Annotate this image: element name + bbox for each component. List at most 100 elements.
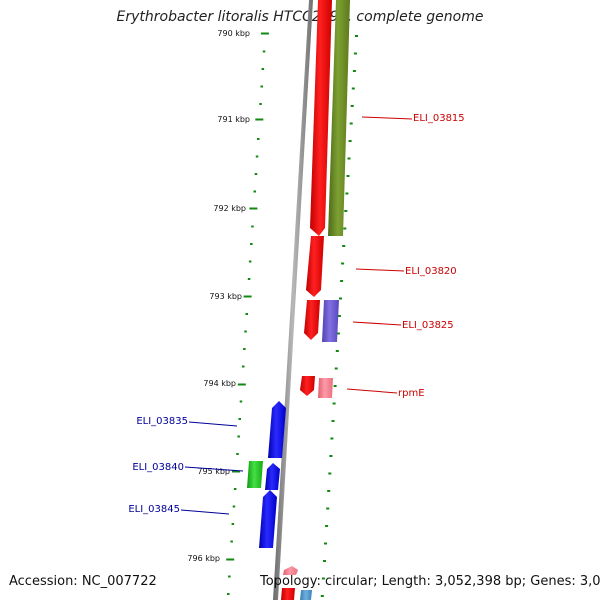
gene-arrow-red-a (304, 300, 320, 340)
tick-label-790: 790 kbp (217, 29, 250, 38)
minor-tick-right (355, 35, 358, 37)
tick-label-791: 791 kbp (217, 115, 250, 124)
gene-label-rpme[interactable]: rpmE (398, 388, 425, 399)
minor-tick-left (262, 50, 266, 53)
minor-tick-right (343, 227, 347, 230)
leader-eli03835 (188, 421, 238, 427)
minor-tick-left (227, 593, 230, 595)
minor-tick-right (351, 87, 355, 90)
minor-tick-right (329, 455, 333, 457)
leader-eli03825 (352, 321, 402, 326)
gene-arrow-green-eli03840 (247, 461, 263, 488)
minor-tick-left (236, 453, 239, 455)
topology-text: Topology: circular; Length: 3,052,398 bp… (260, 574, 600, 589)
minor-tick-right (342, 245, 346, 247)
tick-label-793: 793 kbp (209, 292, 242, 301)
gene-arrow-pink-bottom (283, 566, 298, 575)
minor-tick-left (233, 488, 237, 490)
minor-tick-right (335, 350, 339, 352)
minor-tick-left (239, 400, 243, 403)
map-title: Erythrobacter litoralis HTCC2594, comple… (116, 9, 484, 25)
leader-eli03815 (361, 116, 413, 120)
gene-arrow-blue-eli03835 (268, 401, 286, 458)
minor-tick-left (244, 330, 247, 333)
major-tick (260, 32, 269, 35)
minor-tick-right (328, 472, 332, 475)
minor-tick-right (349, 122, 353, 125)
gene-labels: ELI_03815 ELI_03820 ELI_03825 rpmE ELI_0… (128, 113, 464, 515)
tick-label-792: 792 kbp (213, 204, 246, 213)
minor-tick-left (242, 365, 245, 368)
minor-tick-right (327, 490, 331, 492)
tick-label-796: 796 kbp (187, 554, 220, 563)
tick-labels: 790 kbp 791 kbp 792 kbp 793 kbp 794 kbp … (187, 29, 250, 563)
leader-eli03845 (180, 509, 230, 515)
minor-tick-right (345, 192, 349, 195)
gene-arrow-olive-eli03815 (328, 0, 350, 236)
minor-tick-left (251, 225, 254, 228)
gene-label-eli03845[interactable]: ELI_03845 (128, 504, 180, 515)
gene-arrow-pink-rpme (318, 378, 333, 398)
minor-tick-right (326, 507, 330, 510)
minor-tick-right (350, 105, 354, 107)
leader-eli03820 (355, 268, 405, 272)
minor-tick-left (261, 68, 265, 70)
major-ticks (226, 32, 269, 561)
genome-backbone (273, 0, 313, 600)
gene-arrow-blue-small (265, 463, 280, 490)
leader-rpme (346, 388, 398, 394)
minor-tick-left (253, 190, 256, 193)
minor-tick-right (320, 595, 324, 597)
minor-tick-right (341, 262, 345, 265)
minor-tick-right (344, 210, 348, 212)
minor-tick-left (248, 260, 252, 263)
minor-tick-right (321, 577, 325, 580)
minor-tick-left (247, 278, 251, 280)
major-tick (226, 558, 235, 561)
tick-label-795: 795 kbp (197, 467, 230, 476)
minor-tick-left (230, 540, 233, 543)
minor-tick-left (228, 575, 231, 578)
minor-tick-left (260, 85, 263, 88)
minor-tick-right (325, 525, 329, 527)
minor-tick-left (237, 435, 240, 438)
minor-tick-right (336, 332, 340, 335)
gene-arrow-red-eli03820 (306, 236, 324, 297)
minor-tick-right (339, 297, 342, 300)
leader-lines (180, 116, 413, 515)
gene-label-eli03840[interactable]: ELI_03840 (132, 462, 184, 473)
tick-label-794: 794 kbp (203, 379, 236, 388)
major-tick (237, 383, 246, 386)
minor-tick-left (238, 418, 241, 420)
minor-tick-right (324, 542, 327, 545)
minor-tick-right (332, 402, 336, 405)
accession-text: Accession: NC_007722 (9, 574, 157, 589)
gene-arrow-red-b (300, 376, 315, 396)
minor-tick-left (245, 313, 248, 315)
minor-tick-right (348, 140, 352, 142)
gene-arrow-lightblue-bottom (300, 590, 312, 600)
minor-tick-left (250, 243, 253, 245)
minor-tick-left (255, 155, 259, 158)
gene-label-eli03825[interactable]: ELI_03825 (402, 320, 454, 331)
gene-arrow-blue-eli03845 (259, 490, 277, 548)
minor-tick-right (346, 175, 350, 177)
gene-label-eli03815[interactable]: ELI_03815 (413, 113, 465, 124)
major-tick (232, 470, 240, 473)
minor-tick-right (333, 385, 337, 387)
minor-tick-right (340, 280, 344, 282)
minor-ticks (227, 35, 358, 597)
minor-tick-right (353, 52, 357, 55)
gene-label-eli03820[interactable]: ELI_03820 (405, 266, 457, 277)
leader-eli03840 (184, 466, 244, 472)
major-tick (255, 118, 264, 121)
minor-tick-left (231, 523, 235, 525)
minor-tick-left (257, 138, 260, 140)
minor-tick-right (323, 560, 326, 562)
minor-tick-left (259, 103, 262, 105)
gene-label-eli03835[interactable]: ELI_03835 (136, 416, 188, 427)
major-tick (249, 207, 258, 210)
gene-arrow-red-bottom (281, 588, 295, 600)
gene-arrow-purple-eli03825 (322, 300, 339, 342)
